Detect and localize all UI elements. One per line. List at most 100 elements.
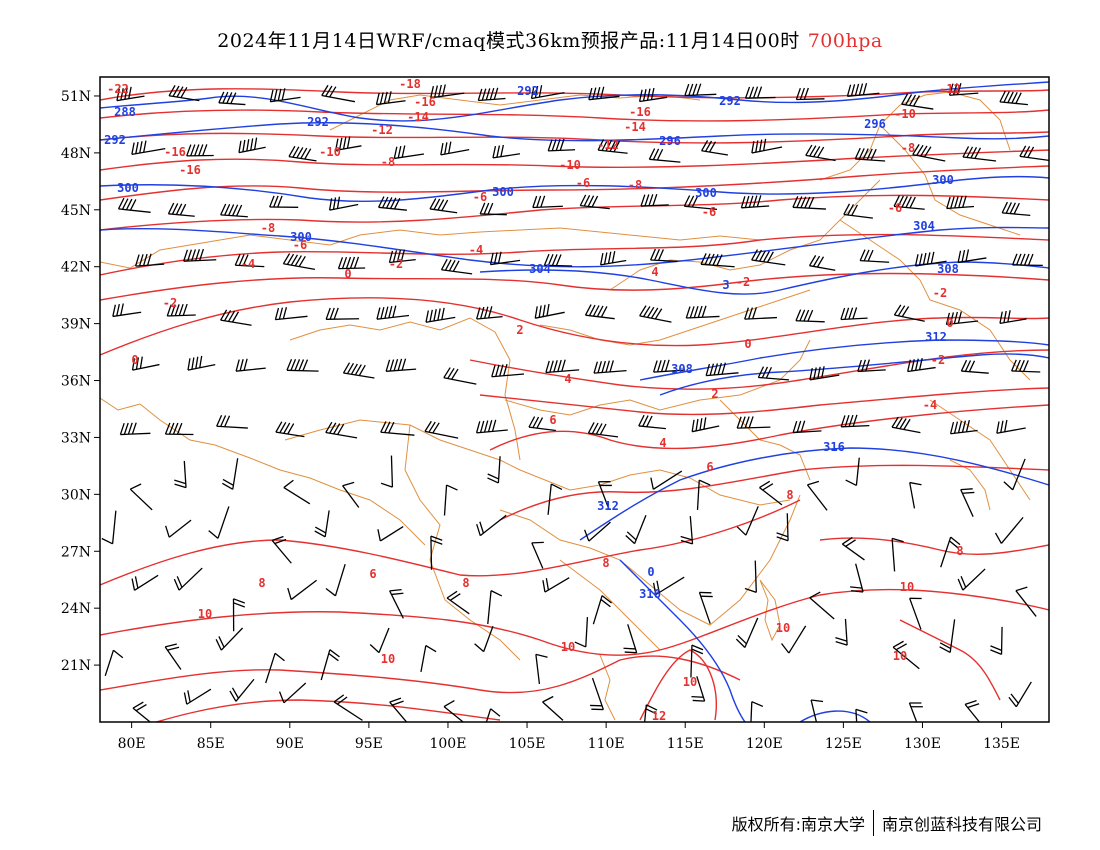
barb-feather	[165, 525, 170, 538]
wind-barb	[795, 309, 825, 323]
barb-feather	[449, 593, 461, 601]
barb-feather	[809, 145, 817, 157]
temperature-label: -2	[931, 353, 945, 367]
barb-feather	[757, 366, 765, 378]
barb-feather	[430, 539, 443, 545]
barb-feather	[974, 147, 982, 159]
barb-shaft	[424, 430, 459, 439]
wind-barb	[477, 87, 506, 102]
barb-feather	[218, 636, 225, 648]
wind-barb	[639, 305, 672, 323]
barb-feather	[273, 195, 279, 208]
barb-feather	[698, 479, 711, 486]
barb-feather	[195, 249, 201, 261]
barb-feather	[535, 653, 548, 658]
temperature-label: 2	[516, 323, 523, 337]
wind-barb	[274, 307, 308, 321]
barb-feather	[130, 483, 142, 490]
footer-divider	[872, 810, 874, 836]
wind-barb	[187, 355, 216, 371]
barb-feather	[1003, 91, 1010, 103]
x-tick-label: 115E	[667, 736, 704, 752]
barb-shaft	[389, 701, 408, 722]
barb-shaft	[855, 158, 886, 162]
barb-feather	[901, 93, 909, 105]
barb-shaft	[167, 314, 196, 317]
barb-feather	[809, 591, 821, 599]
wind-barb	[776, 513, 789, 542]
barb-feather	[1010, 693, 1019, 704]
wind-barb	[840, 414, 870, 428]
barb-shaft	[535, 654, 541, 685]
barb-feather	[542, 695, 554, 703]
wind-barb	[232, 598, 245, 632]
barb-feather	[342, 481, 355, 487]
barb-feather	[688, 83, 694, 96]
wind-barb	[736, 416, 771, 429]
barb-feather	[392, 305, 397, 318]
barb-shaft	[275, 431, 305, 438]
barb-feather	[380, 482, 393, 488]
barb-feather	[848, 307, 854, 320]
barb-feather	[550, 483, 563, 490]
wind-barb	[652, 576, 685, 596]
barb-feather	[897, 305, 906, 317]
wind-barb	[476, 514, 507, 537]
wind-barb	[443, 699, 465, 722]
barb-shaft	[946, 320, 979, 326]
wind-barb	[809, 591, 835, 620]
temperature-label: 4	[651, 265, 658, 279]
barb-feather	[380, 306, 385, 319]
height-label: 292	[517, 84, 539, 98]
barb-feather	[113, 649, 124, 659]
barb-feather	[1011, 359, 1017, 372]
barb-feather	[1019, 145, 1027, 157]
wind-barb	[949, 420, 978, 435]
barb-feather	[854, 147, 861, 160]
barb-feather	[717, 362, 723, 375]
footer: 版权所有:南京大学 南京创蓝科技有限公司	[732, 810, 1042, 836]
barb-feather	[962, 195, 967, 208]
barb-feather	[846, 84, 852, 97]
temperature-label: 12	[652, 709, 666, 723]
wind-barb	[574, 617, 589, 648]
barb-shaft	[379, 526, 404, 542]
barb-feather	[639, 305, 647, 317]
wind-barb	[337, 256, 366, 270]
wind-barb	[491, 363, 525, 378]
barb-feather	[429, 198, 437, 210]
barb-feather	[1007, 310, 1011, 323]
barb-feather	[912, 144, 920, 155]
barb-feather	[930, 251, 935, 264]
wind-barb	[479, 202, 507, 216]
barb-feather	[428, 421, 436, 433]
temperature-label: 2	[711, 387, 718, 401]
barb-feather	[174, 479, 186, 485]
barb-feather	[799, 87, 805, 100]
barb-feather	[166, 304, 172, 317]
barb-feather	[656, 580, 660, 593]
barb-feather	[325, 85, 333, 97]
barb-feather	[392, 700, 404, 706]
barb-feather	[735, 638, 746, 648]
barb-feather	[131, 578, 136, 591]
barb-feather	[692, 83, 698, 96]
barb-feather	[335, 138, 339, 151]
barb-feather	[234, 254, 241, 266]
barb-feather	[538, 85, 543, 98]
temperature-label: -22	[107, 82, 129, 96]
barb-shaft	[915, 260, 947, 267]
barb-feather	[350, 363, 358, 375]
barb-feather	[756, 195, 762, 207]
barb-feather	[660, 359, 666, 372]
barb-shaft	[1000, 516, 1024, 544]
barb-feather	[835, 641, 848, 646]
barb-feather	[117, 197, 125, 210]
barb-feather	[531, 541, 544, 544]
barb-feather	[333, 694, 345, 703]
wind-barb	[649, 248, 678, 263]
barb-feather	[841, 536, 853, 545]
barb-feather	[1015, 586, 1028, 592]
y-tick-label: 33N	[61, 430, 91, 446]
barb-shaft	[580, 204, 610, 210]
